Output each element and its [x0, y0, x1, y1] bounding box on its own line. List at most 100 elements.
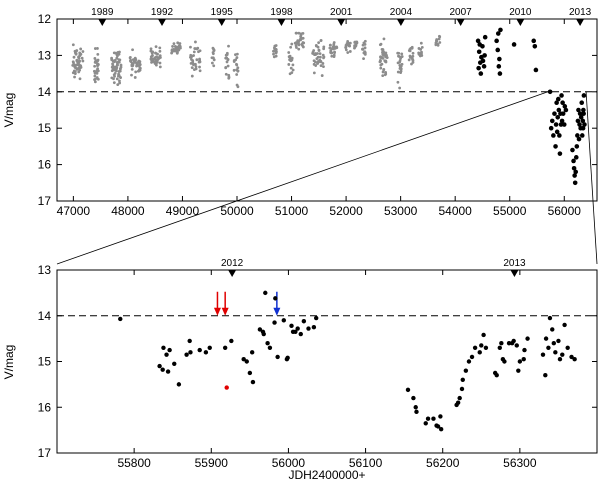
top-archival-point — [192, 68, 196, 71]
top-archival-point — [362, 57, 365, 60]
top-archival-point — [158, 65, 162, 69]
top-recent-point — [475, 38, 481, 44]
top-year-label: 1992 — [151, 7, 174, 18]
top-archival-point — [154, 51, 158, 55]
top-archival-point — [190, 74, 194, 78]
bottom-y-tick-label: 17 — [38, 446, 52, 460]
top-recent-point — [571, 158, 576, 164]
top-recent-point — [481, 64, 487, 69]
top-archival-point — [361, 47, 365, 51]
top-archival-point — [348, 44, 352, 48]
top-recent-point — [478, 71, 484, 76]
bottom-year-label: 2013 — [503, 258, 526, 269]
top-archival-point — [131, 61, 135, 65]
top-archival-point — [138, 60, 142, 64]
top-x-tick-label: 52000 — [329, 204, 363, 218]
top-archival-point — [158, 61, 162, 65]
bottom-data-point — [516, 368, 521, 373]
top-recent-point — [560, 100, 565, 106]
top-archival-point — [299, 32, 303, 36]
top-archival-point — [81, 50, 85, 53]
top-archival-point — [212, 58, 216, 62]
top-recent-point — [562, 104, 568, 109]
top-archival-point — [235, 62, 238, 66]
top-archival-point — [178, 44, 182, 48]
bottom-data-point — [477, 350, 482, 355]
top-archival-point — [275, 50, 278, 54]
top-recent-points — [475, 27, 587, 186]
top-archival-point — [110, 65, 114, 69]
top-archival-point — [130, 64, 134, 68]
top-archival-point — [408, 49, 412, 53]
top-recent-point — [572, 180, 578, 186]
top-archival-point — [236, 85, 240, 89]
top-year-marker-triangle — [456, 19, 465, 26]
bottom-data-point — [207, 345, 212, 350]
top-archival-point — [72, 55, 76, 59]
bottom-x-tick-label: 56100 — [349, 456, 383, 470]
top-archival-point — [177, 48, 181, 52]
top-archival-point — [71, 60, 75, 64]
top-recent-point — [547, 89, 553, 95]
top-archival-point — [176, 46, 180, 50]
top-archival-point — [118, 79, 121, 83]
top-archival-point — [96, 52, 100, 56]
bottom-data-point — [511, 338, 516, 344]
top-archival-point — [117, 52, 121, 56]
top-archival-point — [189, 45, 192, 49]
top-archival-point — [410, 62, 413, 66]
bottom-data-point — [187, 338, 192, 344]
top-recent-point — [555, 114, 561, 120]
bottom-year-label: 2012 — [221, 258, 244, 269]
bottom-data-point — [247, 370, 253, 376]
top-archival-point — [348, 50, 352, 53]
bottom-data-point — [572, 357, 577, 362]
top-archival-point — [195, 58, 199, 62]
top-archival-point — [319, 64, 323, 68]
bottom-data-point — [543, 373, 548, 378]
bottom-data-point — [184, 352, 189, 357]
top-archival-point — [297, 47, 301, 51]
top-archival-point — [112, 81, 116, 85]
top-year-markers: 1989 1992 1995 1998 2001 2004 2007 2010 2013 — [91, 7, 592, 26]
top-archival-point — [348, 41, 352, 45]
top-archival-point — [316, 55, 320, 59]
bottom-data-point — [469, 354, 475, 360]
top-archival-point — [333, 51, 336, 55]
top-recent-point — [495, 31, 501, 36]
top-archival-point — [420, 45, 424, 49]
top-recent-point — [559, 118, 565, 124]
top-archival-point — [408, 55, 412, 59]
top-archival-point — [378, 60, 382, 64]
top-archival-point — [210, 61, 214, 65]
top-recent-point — [496, 64, 502, 69]
top-archival-point — [190, 66, 194, 70]
top-archival-point — [96, 64, 99, 68]
top-archival-point — [288, 58, 292, 62]
top-archival-point — [149, 47, 153, 51]
bottom-y-tick-label: 15 — [38, 355, 52, 369]
top-recent-point — [575, 118, 581, 124]
top-archival-point — [150, 54, 154, 58]
bottom-data-point — [273, 296, 278, 301]
top-archival-point — [320, 74, 324, 77]
top-recent-point — [578, 114, 584, 120]
top-archival-point — [154, 45, 158, 49]
top-archival-point — [418, 52, 421, 56]
top-recent-point — [581, 111, 586, 116]
bottom-data-point — [167, 347, 172, 353]
top-recent-point — [476, 49, 482, 55]
top-archival-point — [96, 69, 100, 73]
top-recent-point — [554, 100, 559, 106]
zoom-connector-right — [585, 91, 598, 265]
top-archival-point — [312, 71, 316, 75]
top-y-axis-label: V/mag — [2, 93, 16, 128]
bottom-data-point — [514, 343, 519, 348]
top-archival-point — [379, 66, 383, 70]
top-archival-point — [189, 61, 193, 65]
bottom-data-point — [557, 357, 563, 362]
bottom-data-point — [435, 424, 441, 429]
top-archival-point — [151, 50, 155, 54]
top-archival-point — [301, 36, 305, 40]
top-archival-point — [381, 70, 385, 74]
